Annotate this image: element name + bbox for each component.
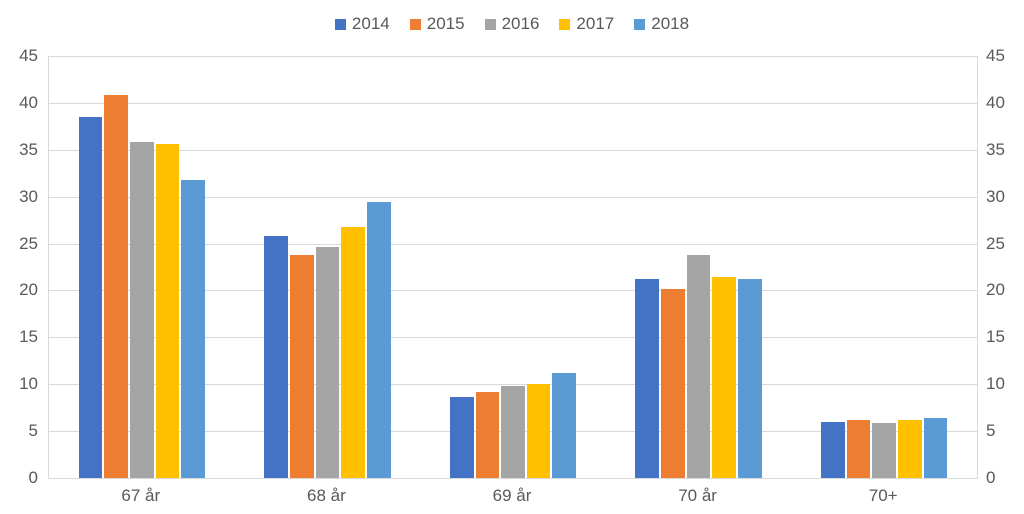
y-axis-label-left: 20: [0, 280, 38, 300]
legend-swatch: [335, 19, 346, 30]
bar: [264, 236, 288, 478]
y-axis-label-left: 15: [0, 327, 38, 347]
plot-area: [48, 56, 978, 479]
y-axis-label-right: 15: [986, 327, 1005, 347]
bar: [501, 386, 525, 478]
legend-swatch: [559, 19, 570, 30]
bar: [847, 420, 871, 478]
y-axis-label-right: 30: [986, 187, 1005, 207]
x-axis-label: 70+: [869, 486, 898, 506]
bar: [898, 420, 922, 478]
legend-item: 2015: [410, 14, 465, 34]
bar: [552, 373, 576, 478]
bar: [687, 255, 711, 478]
y-axis-label-right: 20: [986, 280, 1005, 300]
legend-label: 2017: [576, 14, 614, 34]
bar: [450, 397, 474, 478]
bar: [872, 423, 896, 478]
bar: [821, 422, 845, 478]
bar: [290, 255, 314, 478]
x-axis-label: 68 år: [307, 486, 346, 506]
bar: [130, 142, 154, 478]
bar: [104, 95, 128, 478]
y-axis-label-right: 25: [986, 234, 1005, 254]
y-axis-label-left: 40: [0, 93, 38, 113]
legend-label: 2015: [427, 14, 465, 34]
y-axis-label-left: 30: [0, 187, 38, 207]
bar: [181, 180, 205, 478]
chart-container: 2014 2015 2016 2017 2018 0 0 5 5 10 10 15 15 20 20 25 2…: [0, 0, 1024, 514]
x-axis-label: 70 år: [678, 486, 717, 506]
y-axis-label-left: 35: [0, 140, 38, 160]
y-axis-label-right: 10: [986, 374, 1005, 394]
y-axis-label-right: 5: [986, 421, 995, 441]
bar: [527, 384, 551, 478]
bar: [367, 202, 391, 478]
legend-swatch: [634, 19, 645, 30]
legend-item: 2014: [335, 14, 390, 34]
y-axis-label-right: 35: [986, 140, 1005, 160]
legend-label: 2018: [651, 14, 689, 34]
y-axis-label-left: 45: [0, 46, 38, 66]
bar: [316, 247, 340, 478]
bar: [156, 144, 180, 478]
legend-swatch: [485, 19, 496, 30]
bar: [924, 418, 948, 478]
legend: 2014 2015 2016 2017 2018: [0, 14, 1024, 35]
legend-swatch: [410, 19, 421, 30]
y-axis-label-right: 40: [986, 93, 1005, 113]
y-axis-label-left: 10: [0, 374, 38, 394]
bar: [712, 277, 736, 478]
legend-item: 2017: [559, 14, 614, 34]
gridline: [49, 150, 977, 151]
bar: [476, 392, 500, 478]
legend-item: 2016: [485, 14, 540, 34]
legend-item: 2018: [634, 14, 689, 34]
y-axis-label-right: 45: [986, 46, 1005, 66]
gridline: [49, 56, 977, 57]
bar: [635, 279, 659, 478]
y-axis-label-right: 0: [986, 468, 995, 488]
y-axis-label-left: 5: [0, 421, 38, 441]
y-axis-label-left: 0: [0, 468, 38, 488]
legend-label: 2016: [502, 14, 540, 34]
x-axis-label: 69 år: [493, 486, 532, 506]
bar: [738, 279, 762, 478]
x-axis-label: 67 år: [121, 486, 160, 506]
bar: [341, 227, 365, 478]
bar: [79, 117, 103, 478]
y-axis-label-left: 25: [0, 234, 38, 254]
gridline: [49, 103, 977, 104]
legend-label: 2014: [352, 14, 390, 34]
bar: [661, 289, 685, 478]
